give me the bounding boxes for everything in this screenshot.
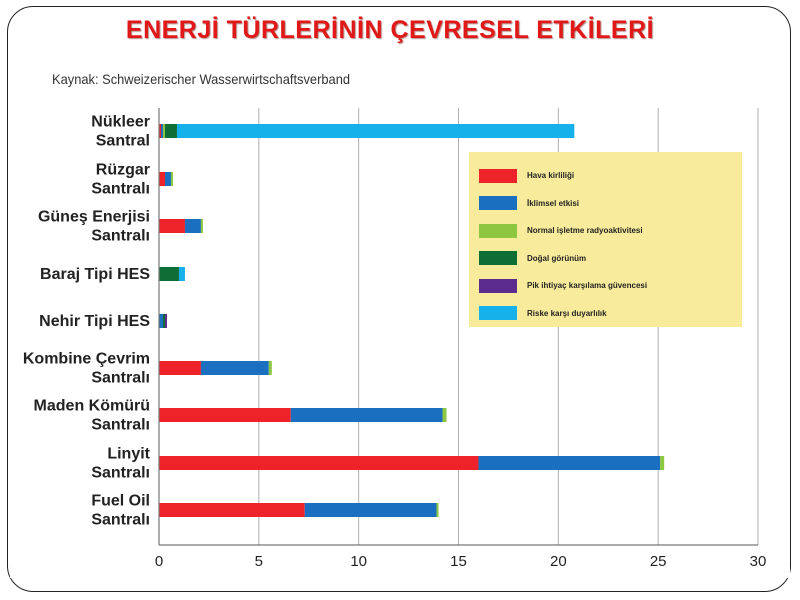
category-label: Baraj Tipi HES (40, 266, 150, 283)
legend-label: Doğal görünüm (527, 253, 587, 263)
x-tick-label: 10 (350, 553, 367, 570)
x-tick-label: 25 (650, 553, 667, 570)
legend-item: Normal işletme radyoaktivitesi (479, 217, 742, 245)
bar-segment (159, 172, 165, 186)
x-tick-label: 5 (255, 553, 263, 570)
bar-segment (162, 314, 165, 328)
legend-item: Hava kirliliği (479, 162, 742, 190)
category-label: Güneş Enerjisi (38, 209, 150, 226)
bar-segment (159, 361, 201, 375)
source-note: Kaynak: Schweizerischer Wasserwirtschaft… (52, 71, 351, 87)
category-label: Linyit (107, 446, 150, 463)
legend-swatch (479, 196, 517, 211)
category-label: Rüzgar (96, 162, 150, 179)
bar-segment (268, 361, 272, 375)
bar-segment (442, 408, 447, 422)
bar-segment (164, 172, 171, 186)
x-tick-label: 20 (550, 553, 567, 570)
legend-swatch (479, 306, 517, 321)
bar-segment (159, 456, 479, 470)
category-label: Santralı (91, 370, 150, 387)
bar-segment (290, 408, 443, 422)
category-label: Fuel Oil (91, 493, 150, 510)
category-label: Nehir Tipi HES (39, 313, 150, 330)
bar-segment (159, 408, 291, 422)
legend-label: Pik ihtiyaç karşılama güvencesi (527, 281, 648, 291)
legend-swatch (479, 223, 517, 238)
legend-item: Pik ihtiyaç karşılama güvencesi (479, 272, 742, 300)
slide-title: ENERJİ TÜRLERİNİN ÇEVRESEL ETKİLERİ (125, 16, 655, 44)
category-label: Santralı (91, 417, 150, 434)
legend-label: İklimsel etkisi (527, 198, 580, 208)
category-label: Santralı (91, 181, 150, 198)
bar-segment (436, 503, 439, 517)
category-label: Maden Kömürü (34, 398, 150, 415)
bar-segment (159, 314, 163, 328)
bar-segment (159, 219, 185, 233)
bar-segment (304, 503, 437, 517)
x-tick-label: 15 (450, 553, 467, 570)
bar-segment (200, 361, 269, 375)
bar-segment (164, 314, 167, 328)
category-label: Santral (96, 133, 150, 150)
x-tick-label: 30 (750, 553, 767, 570)
category-label: Kombine Çevrim (23, 351, 150, 368)
legend-item: İklimsel etkisi (479, 190, 742, 218)
bar-layer (159, 124, 665, 517)
bar-segment (159, 267, 179, 281)
category-label: Nükleer (91, 114, 150, 131)
legend-item: Riske karşı duyarlılık (479, 300, 742, 328)
bar-segment (160, 124, 163, 138)
legend-item: Doğal görünüm (479, 245, 742, 273)
bar-segment (159, 124, 161, 138)
category-label-layer: Nükleer Santral Rüzgar Santralı Güneş Enerji… (23, 114, 151, 529)
bar-segment (162, 124, 165, 138)
chart-legend: Hava kirliliği İklimsel etkisi Normal işle… (469, 152, 742, 327)
category-label: Santralı (91, 228, 150, 245)
legend-label: Normal işletme radyoaktivitesi (527, 226, 643, 236)
bar-segment (164, 124, 177, 138)
x-tick-label: 0 (155, 553, 163, 570)
bar-segment (159, 503, 305, 517)
axis-layer: 0 5 10 15 20 25 30 (155, 108, 767, 570)
bar-segment (178, 267, 185, 281)
bar-segment (176, 124, 575, 138)
bar-segment (478, 456, 661, 470)
category-label: Santralı (91, 465, 150, 482)
bar-segment (660, 456, 665, 470)
slide-frame (7, 6, 791, 592)
bar-segment (200, 219, 203, 233)
category-label: Santralı (91, 512, 150, 529)
legend-label: Riske karşı duyarlılık (527, 308, 607, 318)
legend-label: Hava kirliliği (527, 171, 575, 181)
legend-swatch (479, 278, 517, 293)
legend-swatch (479, 168, 517, 183)
legend-swatch (479, 251, 517, 266)
bar-segment (170, 172, 173, 186)
bar-segment (184, 219, 201, 233)
